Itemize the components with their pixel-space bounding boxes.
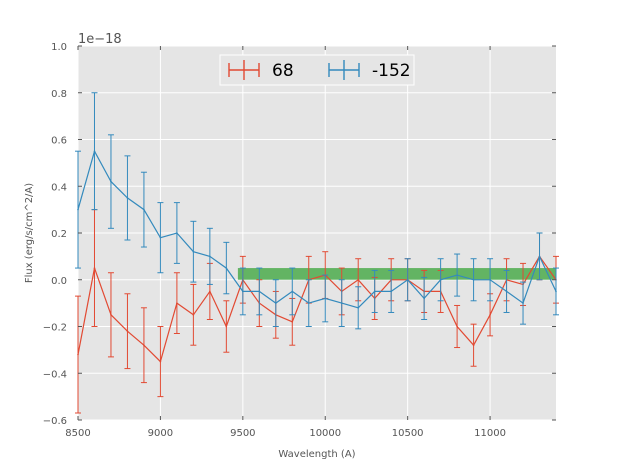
series-layer [75,92,559,414]
data-point [110,180,112,183]
data-point [159,360,162,363]
data-point [143,344,145,347]
data-point [406,278,409,281]
data-point [209,255,211,258]
x-tick-label: 10000 [309,428,341,439]
data-point [274,302,277,304]
x-tick-label: 10500 [392,428,424,439]
data-point [209,290,211,293]
series-line [77,255,557,363]
data-point [126,197,129,199]
series-line [77,149,557,309]
data-point [357,307,360,309]
legend-entry-68: 68 [228,60,294,81]
x-tick-label: 9500 [230,428,255,439]
data-point [390,290,392,293]
y-tick-label: 0.2 [51,229,67,240]
data-point [242,290,244,293]
x-axis-label: Wavelength (A) [278,449,355,460]
x-tick-label: 9000 [148,428,173,439]
x-tick-label: 8500 [65,428,90,439]
legend-entry-minus-152: -152 [328,60,411,81]
data-point [324,297,327,300]
data-point [93,267,96,269]
y-axis-label: Flux (erg/s/cm^2/A) [24,183,35,283]
data-point [472,344,475,347]
data-point [176,232,178,234]
offset-text: 1e−18 [78,32,122,47]
data-point [489,314,491,316]
data-point [143,208,145,211]
data-point [225,325,228,328]
y-tick-label: 1.0 [51,42,67,53]
legend: 68 -152 [219,54,415,86]
green-band [237,268,556,280]
data-point [126,330,129,332]
data-point [307,302,310,304]
data-point [291,321,294,323]
data-point [192,250,195,253]
data-point [357,278,360,281]
x-tick-label: 11000 [474,428,506,439]
data-point [439,278,442,281]
data-point [110,314,112,316]
data-point [176,302,178,304]
data-point [340,302,343,304]
data-point [258,290,261,293]
y-tick-label: −0.6 [43,416,67,427]
axis-ticks: 8500 9000 9500 10000 10500 11000 −0.6 −0.4 −0.2 0… [43,42,556,439]
data-point [225,267,228,269]
band-layer [237,268,556,280]
legend-label-68: 68 [272,61,294,81]
y-tick-label: 0.6 [51,136,67,147]
y-tick-label: −0.2 [43,323,67,334]
y-tick-label: 0.8 [51,89,67,100]
data-point [373,290,376,293]
y-tick-label: 0.4 [51,182,67,193]
y-tick-label: −0.4 [43,369,67,380]
data-point [472,278,475,281]
series-minus-152 [75,92,559,330]
data-point [192,314,195,316]
legend-label-minus-152: -152 [372,61,411,81]
data-point [456,325,458,328]
data-point [77,208,79,211]
data-point [555,290,557,293]
data-point [77,353,79,356]
data-point [93,150,96,152]
data-point [423,297,425,300]
data-point [291,290,294,293]
y-tick-label: 0.0 [51,276,67,287]
data-point [522,302,524,304]
data-point [456,274,458,276]
data-point [159,236,162,239]
data-point [489,278,491,281]
data-point [538,255,541,258]
data-point [505,290,508,293]
